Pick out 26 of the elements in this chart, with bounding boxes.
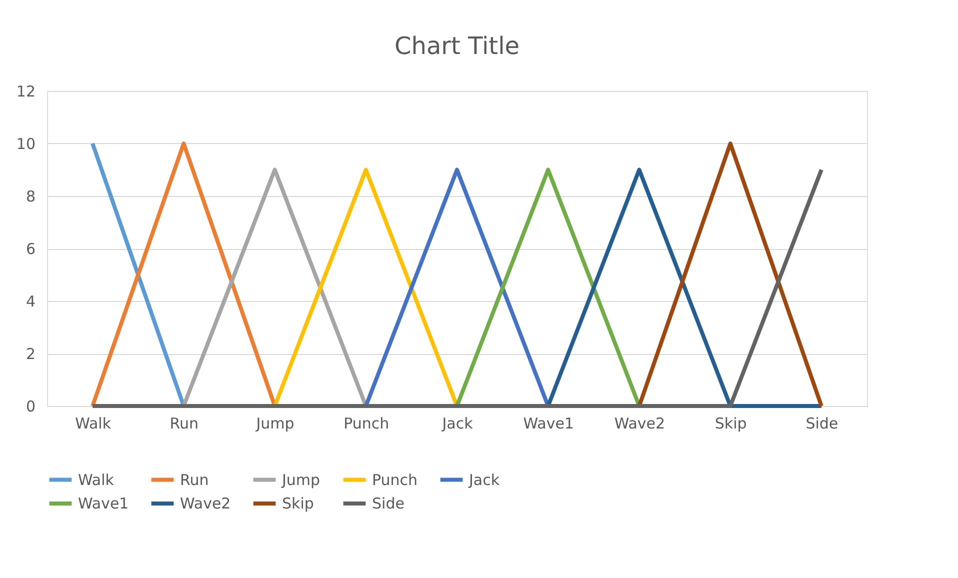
y-tick-label: 4 (26, 292, 36, 310)
x-tick-label: Wave1 (523, 414, 574, 432)
legend-label: Side (372, 494, 404, 512)
y-tick-label: 10 (16, 135, 36, 153)
legend-label: Wave2 (180, 494, 231, 512)
legend-label: Skip (282, 494, 314, 512)
y-tick-label: 2 (26, 345, 36, 363)
y-tick-label: 12 (16, 82, 36, 100)
legend-label: Wave1 (78, 494, 129, 512)
y-tick-label: 8 (26, 188, 36, 206)
y-tick-label: 6 (26, 240, 36, 258)
x-tick-label: Run (170, 414, 199, 432)
y-tick-label: 0 (26, 398, 36, 416)
x-tick-label: Wave2 (614, 414, 666, 432)
legend-label: Run (180, 470, 209, 489)
x-tick-label: Skip (714, 414, 747, 432)
x-tick-label: Jack (441, 414, 474, 432)
x-tick-label: Punch (344, 414, 390, 432)
chart-title: Chart Title (394, 32, 520, 60)
legend-label: Jump (281, 470, 320, 489)
legend-label: Punch (372, 470, 418, 489)
legend-label: Walk (78, 470, 114, 489)
x-tick-label: Jump (255, 414, 294, 432)
x-tick-label: Walk (75, 414, 112, 432)
legend-label: Jack (468, 470, 500, 489)
x-tick-label: Side (806, 414, 838, 432)
